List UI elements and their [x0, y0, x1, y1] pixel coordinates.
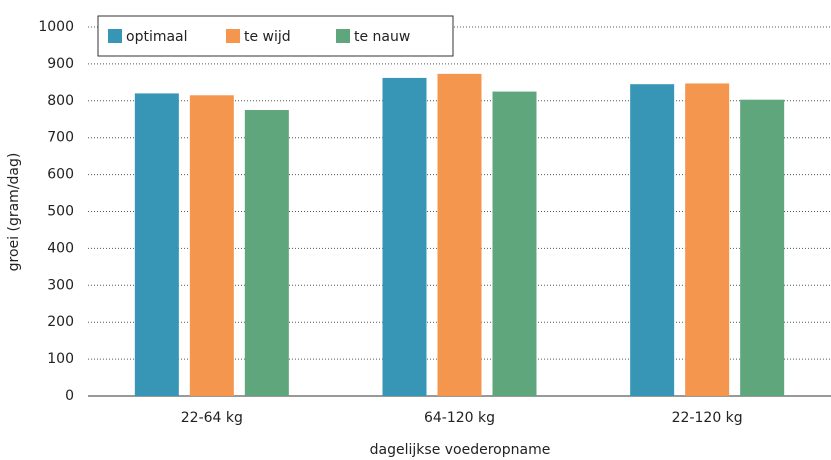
legend-swatch [108, 29, 122, 43]
bar [382, 77, 427, 396]
y-axis-label: groei (gram/dag) [6, 153, 22, 272]
y-tick-label: 300 [47, 277, 74, 293]
bar [437, 73, 482, 396]
y-tick-label: 900 [47, 56, 74, 72]
legend-label: te nauw [354, 29, 410, 45]
bar [134, 93, 179, 397]
y-tick-label: 0 [65, 388, 74, 404]
legend-label: te wijd [244, 29, 291, 45]
x-tick-label: 22-64 kg [181, 410, 243, 426]
bar [630, 84, 675, 396]
y-tick-label: 400 [47, 240, 74, 256]
y-tick-label: 600 [47, 167, 74, 183]
y-tick-label: 700 [47, 130, 74, 146]
y-tick-label: 500 [47, 204, 74, 220]
y-tick-label: 1000 [38, 19, 74, 35]
bar [492, 91, 537, 396]
bar [244, 110, 289, 397]
legend-label: optimaal [126, 29, 188, 45]
legend-swatch [336, 29, 350, 43]
x-axis-label: dagelijkse voederopname [370, 442, 551, 458]
bar [740, 99, 785, 397]
legend-box [97, 15, 454, 57]
x-tick-label: 64-120 kg [424, 410, 495, 426]
bar [685, 83, 730, 396]
x-tick-label: 22-120 kg [672, 410, 743, 426]
y-tick-label: 800 [47, 93, 74, 109]
y-tick-label: 100 [47, 351, 74, 367]
bar [189, 95, 234, 396]
y-tick-label: 200 [47, 314, 74, 330]
legend-swatch [226, 29, 240, 43]
